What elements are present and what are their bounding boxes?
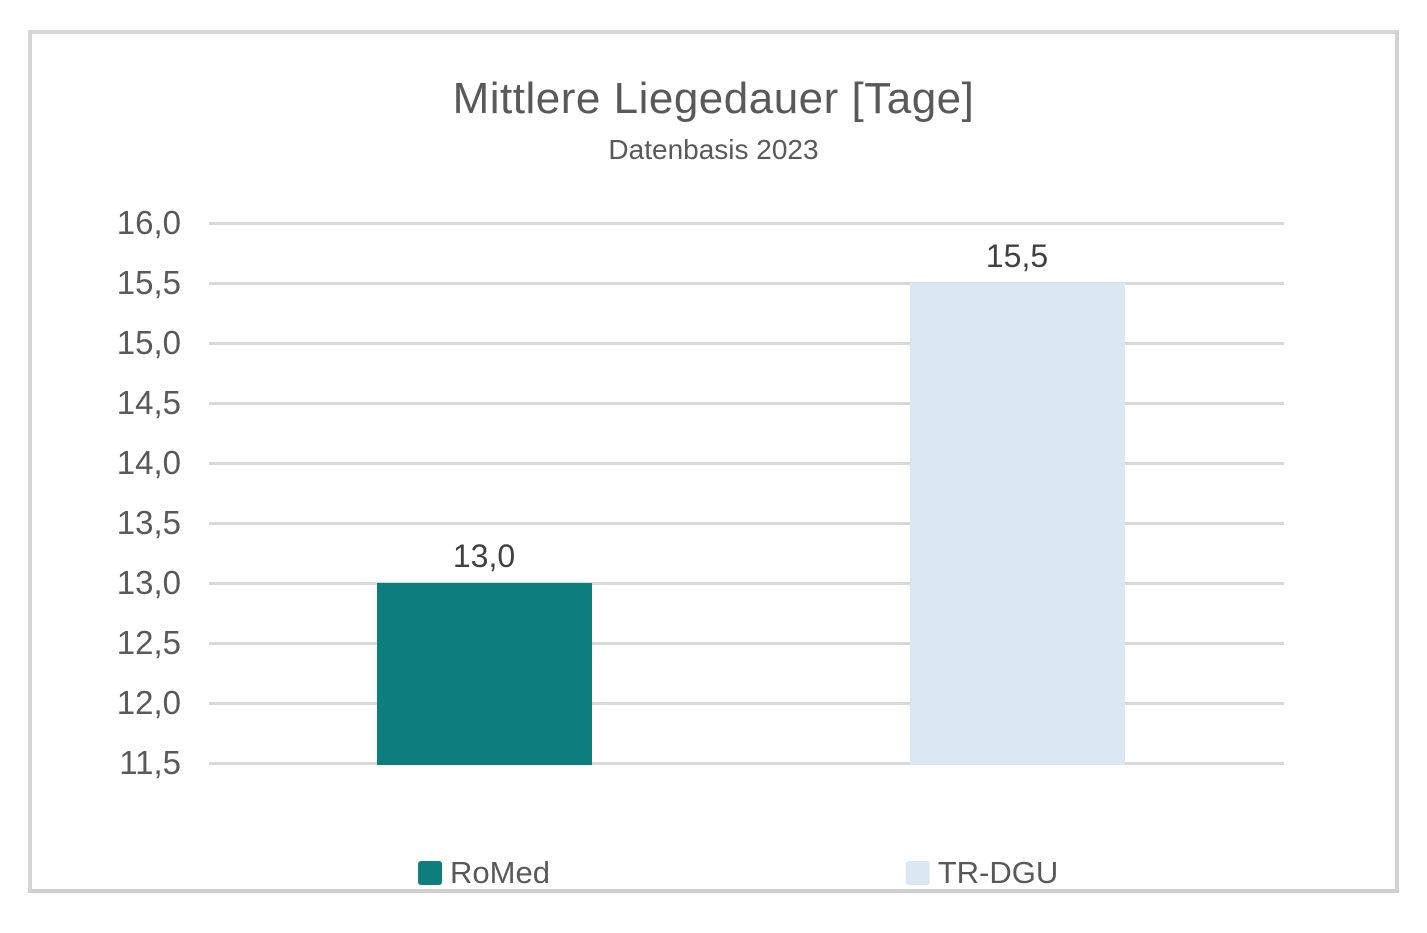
gridline <box>209 522 1284 525</box>
y-tick-label: 13,0 <box>116 564 181 601</box>
gridline <box>209 342 1284 345</box>
plot-area: 16,0 15,5 15,0 14,5 14,0 13,5 13,0 12,5 12,0 11,5… <box>32 34 1395 889</box>
y-tick-label: 14,5 <box>116 384 181 421</box>
gridline <box>209 762 1284 765</box>
chart-frame: Mittlere Liegedauer [Tage] Datenbasis 20… <box>28 30 1399 893</box>
y-tick-label: 15,5 <box>116 264 181 301</box>
legend-item-romed: RoMed <box>418 855 550 891</box>
gridline <box>209 462 1284 465</box>
gridline <box>209 222 1284 225</box>
y-tick-label: 16,0 <box>116 204 181 241</box>
gridline <box>209 582 1284 585</box>
bar-romed <box>376 583 592 765</box>
y-tick-label: 11,5 <box>119 744 181 781</box>
y-tick-label: 12,5 <box>116 624 181 661</box>
gridline <box>209 402 1284 405</box>
gridline <box>209 642 1284 645</box>
value-label-trdgu: 15,5 <box>985 238 1049 274</box>
gridline <box>209 282 1284 285</box>
y-tick-label: 14,0 <box>116 444 181 481</box>
legend-swatch-romed <box>418 861 443 885</box>
legend-item-trdgu: TR-DGU <box>905 855 1059 891</box>
bar-trdgu <box>909 283 1125 765</box>
y-tick-label: 15,0 <box>116 324 181 361</box>
legend-swatch-trdgu <box>905 861 930 885</box>
legend-label-trdgu: TR-DGU <box>937 855 1059 890</box>
y-tick-label: 13,5 <box>116 504 181 541</box>
y-tick-label: 12,0 <box>116 684 181 721</box>
chart-title: Mittlere Liegedauer [Tage] <box>452 74 975 123</box>
chart-subtitle: Datenbasis 2023 <box>608 134 819 165</box>
value-label-romed: 13,0 <box>452 538 516 574</box>
gridline <box>209 702 1284 705</box>
legend-label-romed: RoMed <box>450 855 550 890</box>
